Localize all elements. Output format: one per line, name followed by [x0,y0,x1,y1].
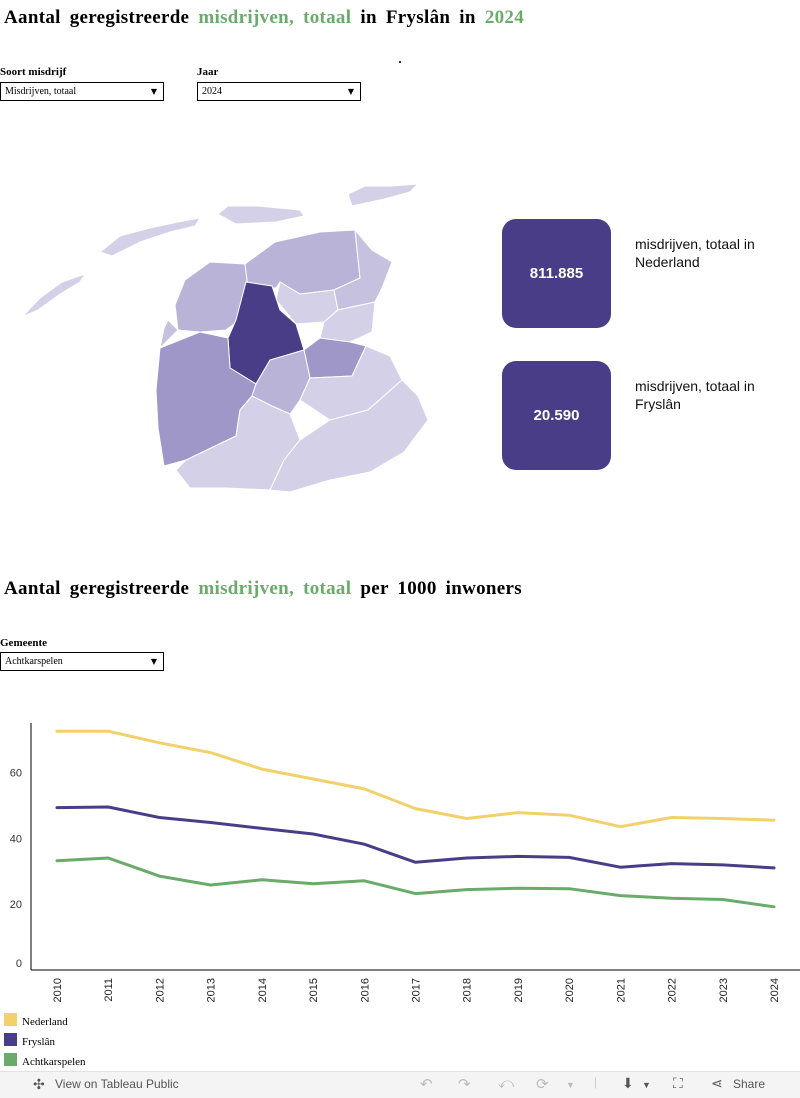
y-tick-label: 60 [10,767,22,779]
x-tick-label: 2014 [257,978,269,1002]
crime-type-select[interactable]: Misdrijven, totaal ▼ [0,82,164,101]
decorative-dot [399,61,401,63]
legend-swatch-achtkarspelen [4,1053,17,1066]
municipality-value: Achtkarspelen [5,656,63,667]
year-label: Jaar [197,66,219,78]
y-tick-label: 20 [10,899,22,911]
year-value: 2024 [202,86,222,97]
legend-swatch-nederland [4,1013,17,1026]
x-tick-label: 2016 [359,978,371,1002]
download-icon[interactable]: ⬇ [622,1075,634,1091]
title-metric: misdrijven, totaal [198,7,352,28]
toolbar-divider: | [594,1075,598,1089]
kpi-fryslan-value: 20.590 [502,361,611,470]
legend-swatch-fryslan [4,1033,17,1046]
municipality-label: Gemeente [0,637,48,649]
x-tick-label: 2010 [52,978,64,1002]
map-island-schiermonnikoog[interactable] [347,183,420,207]
legend-label-achtkarspelen: Achtkarspelen [22,1056,86,1068]
kpi-fryslan-label: misdrijven, totaal in Fryslân [635,378,755,412]
crime-type-label: Soort misdrijf [0,66,67,78]
series-line-nederland [55,729,776,829]
view-on-tableau-link[interactable]: View on Tableau Public [55,1077,179,1091]
legend-label-fryslan: Fryslân [22,1036,55,1048]
map-island-vlieland[interactable] [21,273,87,318]
x-tick-label: 2023 [718,978,730,1002]
redo-icon[interactable]: ↷ [458,1076,471,1093]
map-municipality-coast-west[interactable] [159,319,179,350]
title-prefix: Aantal geregistreerde [4,7,190,28]
x-tick-label: 2015 [308,978,320,1002]
fryslan-map [21,183,429,493]
x-tick-label: 2012 [154,978,166,1002]
x-tick-label: 2013 [206,978,218,1002]
x-tick-label: 2020 [564,978,576,1002]
kpi-nederland-label: misdrijven, totaal in Nederland [635,236,755,270]
municipality-select[interactable]: Achtkarspelen ▼ [0,652,164,671]
chart-title-suffix: per 1000 inwoners [360,578,522,599]
legend-label-nederland: Nederland [22,1016,68,1028]
chart-title-prefix: Aantal geregistreerde [4,578,190,599]
map-island-ameland[interactable] [217,205,305,225]
x-tick-label: 2019 [513,978,525,1002]
title-mid: in Fryslân in [360,7,476,28]
title-year: 2024 [484,7,525,28]
crime-type-value: Misdrijven, totaal [5,86,77,97]
tableau-logo-icon: ✣ [33,1076,45,1092]
x-tick-label: 2011 [103,978,115,1002]
refresh-icon[interactable]: ⟳ [536,1076,549,1093]
kpi-nederland-value: 811.885 [502,219,611,328]
line-chart: 0 20 40 60 2010 2011 2012 2013 2014 2015 2016 2017 2… [10,723,800,1002]
fullscreen-icon[interactable]: ⛶ [673,1075,683,1091]
x-tick-label: 2022 [667,978,679,1002]
y-tick-label: 40 [10,833,22,845]
x-tick-label: 2021 [615,978,627,1002]
chevron-down-icon[interactable]: ▼ [642,1080,651,1090]
year-select[interactable]: 2024 ▼ [197,82,361,101]
map-island-terschelling[interactable] [98,217,202,257]
x-tick-label: 2024 [769,978,781,1002]
x-tick-label: 2018 [462,978,474,1002]
chart-title: Aantal geregistreerde misdrijven, totaal… [4,578,522,600]
chevron-down-icon: ▼ [150,87,157,96]
page-title: Aantal geregistreerde misdrijven, totaal… [4,7,524,29]
share-button[interactable]: Share [733,1077,766,1091]
chevron-down-icon[interactable]: ▼ [566,1080,575,1090]
y-tick-label: 0 [16,958,22,970]
x-tick-label: 2017 [411,978,423,1002]
map-municipality-far-southeast[interactable] [269,379,429,493]
chart-title-metric: misdrijven, totaal [198,578,352,599]
chevron-down-icon: ▼ [347,87,354,96]
chevron-down-icon: ▼ [150,657,157,666]
revert-icon[interactable]: ⤺ [498,1075,515,1092]
tableau-toolbar: ✣ View on Tableau Public ↶ ↷ ⤺ ⟳ ▼ | ⬇ ▼… [0,1071,800,1098]
undo-icon[interactable]: ↶ [420,1076,433,1093]
share-icon[interactable]: ⋖ [711,1075,723,1091]
series-line-achtkarspelen [55,856,776,909]
series-line-frysln [55,805,776,870]
